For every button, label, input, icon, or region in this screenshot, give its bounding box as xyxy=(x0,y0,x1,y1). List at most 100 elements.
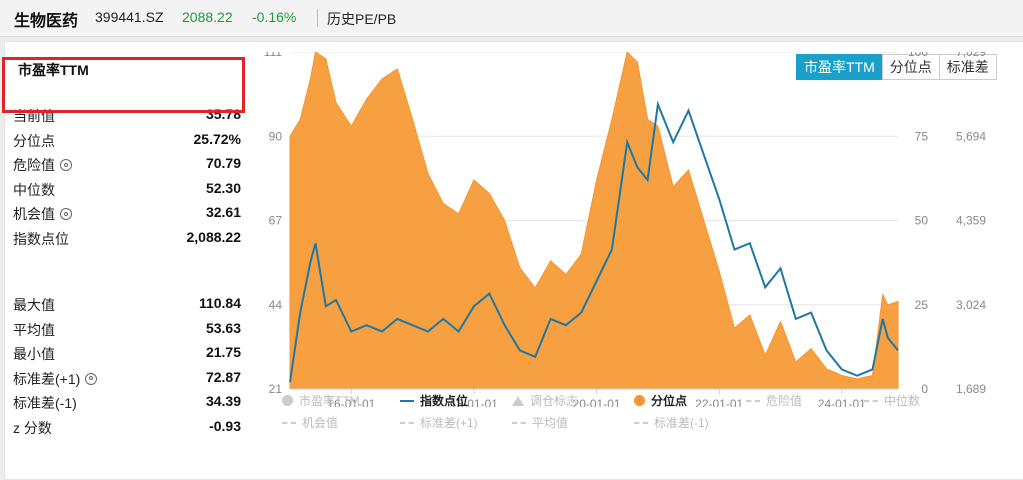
tab-std-dev[interactable]: 标准差 xyxy=(938,54,997,80)
legend-item[interactable]: 中位数 xyxy=(864,392,920,409)
index-code: 399441.SZ xyxy=(95,9,164,25)
gear-icon[interactable] xyxy=(60,159,72,171)
stat-value: 110.84 xyxy=(198,295,241,311)
divider xyxy=(317,9,318,27)
legend-item[interactable]: 机会值 xyxy=(282,414,338,431)
stat-value: 32.61 xyxy=(205,204,241,220)
stat-row: 平均值 53.63 xyxy=(13,317,241,342)
x-axis-tick: 16-01-01 xyxy=(327,397,375,407)
stat-label-text: 中位数 xyxy=(13,181,55,198)
legend-label: 平均值 xyxy=(532,416,569,430)
stat-label-text: 分位点 xyxy=(13,132,55,149)
stat-label: 指数点位 xyxy=(13,229,69,249)
stat-label-text: 危险值 xyxy=(13,157,55,173)
stat-row: 指数点位 2,088.22 xyxy=(13,226,241,251)
stat-label-text: 最大值 xyxy=(13,297,55,313)
stat-value: 2,088.22 xyxy=(186,228,242,245)
stat-value: 53.63 xyxy=(205,319,241,336)
legend-label: 标准差(-1) xyxy=(654,416,709,430)
x-axis-tick: 24-01-01 xyxy=(818,397,866,407)
right-axis-percentile-tick: 25 xyxy=(915,298,929,312)
right-axis-index-tick: 4,359 xyxy=(956,214,986,228)
legend-item[interactable]: 标准差(-1) xyxy=(634,414,709,431)
index-price: 2088.22 xyxy=(182,9,233,25)
right-axis-index-tick: 5,694 xyxy=(956,129,986,143)
legend-item[interactable]: 市盈率TTM xyxy=(282,392,360,409)
right-axis-index-tick: 3,024 xyxy=(956,298,986,312)
gear-icon[interactable] xyxy=(85,372,98,385)
stat-label: 分位点 xyxy=(13,131,55,151)
legend-item[interactable]: 标准差(+1) xyxy=(400,414,478,431)
stat-label: z 分数 xyxy=(13,418,52,438)
left-axis-tick: 90 xyxy=(269,129,283,143)
stat-row: 最小值 21.75 xyxy=(13,341,241,366)
stat-label-text: 标准差(+1) xyxy=(13,370,81,387)
left-axis-tick: 67 xyxy=(269,214,283,228)
legend-item[interactable]: 调仓标志 xyxy=(512,392,578,409)
legend-dash-icon xyxy=(634,421,648,424)
right-axis-index-tick: 1,689 xyxy=(956,382,986,396)
stat-row: 分位点 25.72% xyxy=(13,128,241,153)
stat-label-text: 指数点位 xyxy=(13,230,69,247)
stats-group-current: 当前值 35.78 分位点 25.72% 危险值 70.79 中位数 52.30 机会值 32.6… xyxy=(13,103,241,250)
stat-label: 机会值 xyxy=(13,204,72,224)
stat-label: 平均值 xyxy=(13,320,55,340)
index-name: 生物医药 xyxy=(14,13,79,30)
legend-item[interactable]: 平均值 xyxy=(512,414,568,431)
index-line xyxy=(289,100,899,383)
stat-value: 34.39 xyxy=(205,393,241,409)
right-axis-percentile-tick: 50 xyxy=(915,214,929,228)
stat-row: 最大值 110.84 xyxy=(13,292,241,317)
stat-row: 标准差(+1) 72.87 xyxy=(13,366,241,391)
gear-icon[interactable] xyxy=(60,208,72,220)
legend-dash-icon xyxy=(400,421,414,424)
top-bar: 生物医药 399441.SZ 2088.22 -0.16% 历史PE/PB xyxy=(0,0,1023,37)
legend-dot-icon xyxy=(634,395,645,406)
legend-item[interactable]: 分位点 xyxy=(634,392,687,409)
stat-label: 最小值 xyxy=(13,344,55,364)
right-axis-percentile-tick: 0 xyxy=(921,382,928,396)
legend-dash-icon xyxy=(282,421,296,424)
x-axis-tick: 20-01-01 xyxy=(573,397,621,407)
right-axis-index-tick: 7,029 xyxy=(956,52,986,59)
left-axis-tick: 21 xyxy=(269,382,283,396)
legend-label: 调仓标志 xyxy=(530,394,579,408)
legend-dash-icon xyxy=(864,399,878,402)
legend-item[interactable]: 危险值 xyxy=(746,392,802,409)
tab-pe-ttm[interactable]: 市盈率TTM xyxy=(796,54,883,80)
stat-row: z 分数 -0.93 xyxy=(13,415,241,440)
index-change: -0.16% xyxy=(252,9,297,25)
right-axis-percentile-tick: 100 xyxy=(908,52,928,59)
legend-dash-icon xyxy=(512,421,526,424)
stats-group-history: 最大值 110.84 平均值 53.63 最小值 21.75 标准差(+1) 72.87 标准差… xyxy=(13,292,241,439)
stat-label-text: 最小值 xyxy=(13,346,55,362)
stat-row: 机会值 32.61 xyxy=(13,201,241,226)
stat-row: 危险值 70.79 xyxy=(13,152,241,177)
left-axis-tick: 44 xyxy=(269,298,283,312)
legend-label: 机会值 xyxy=(302,416,339,430)
pe-chart: 111 90 67 44 21 100 75 50 25 0 7,029 5,694 4,359 3,02… xyxy=(264,52,986,407)
valuation-panel: 市盈率TTM 市盈率TTM 分位点 标准差 xyxy=(4,41,1023,480)
stat-value: 72.87 xyxy=(205,368,241,385)
history-pe-pb-link[interactable]: 历史PE/PB xyxy=(327,11,397,27)
legend-item[interactable]: 指数点位 xyxy=(400,392,468,409)
percentile-area xyxy=(289,52,899,390)
legend-label: 标准差(+1) xyxy=(420,416,478,430)
stat-label: 中位数 xyxy=(13,180,55,200)
tab-percentile[interactable]: 分位点 xyxy=(881,54,940,80)
stat-value: 52.30 xyxy=(205,179,241,196)
stat-label-text: 平均值 xyxy=(13,321,55,338)
metric-tabs: 市盈率TTM 分位点 标准差 xyxy=(796,54,997,80)
stat-value: -0.93 xyxy=(209,417,241,434)
legend-label: 分位点 xyxy=(651,394,688,408)
stat-label: 最大值 xyxy=(13,295,55,315)
right-axis-percentile-tick: 75 xyxy=(915,129,929,143)
stat-label-text: 机会值 xyxy=(13,206,55,222)
stat-value: 25.72% xyxy=(193,130,241,147)
highlight-box xyxy=(2,57,245,113)
stat-label-text: 标准差(-1) xyxy=(13,395,77,411)
x-axis-tick: 18-01-01 xyxy=(450,397,498,407)
stat-row: 标准差(-1) 34.39 xyxy=(13,390,241,415)
legend-line-icon xyxy=(400,399,414,402)
panel-title: 市盈率TTM xyxy=(18,62,89,78)
